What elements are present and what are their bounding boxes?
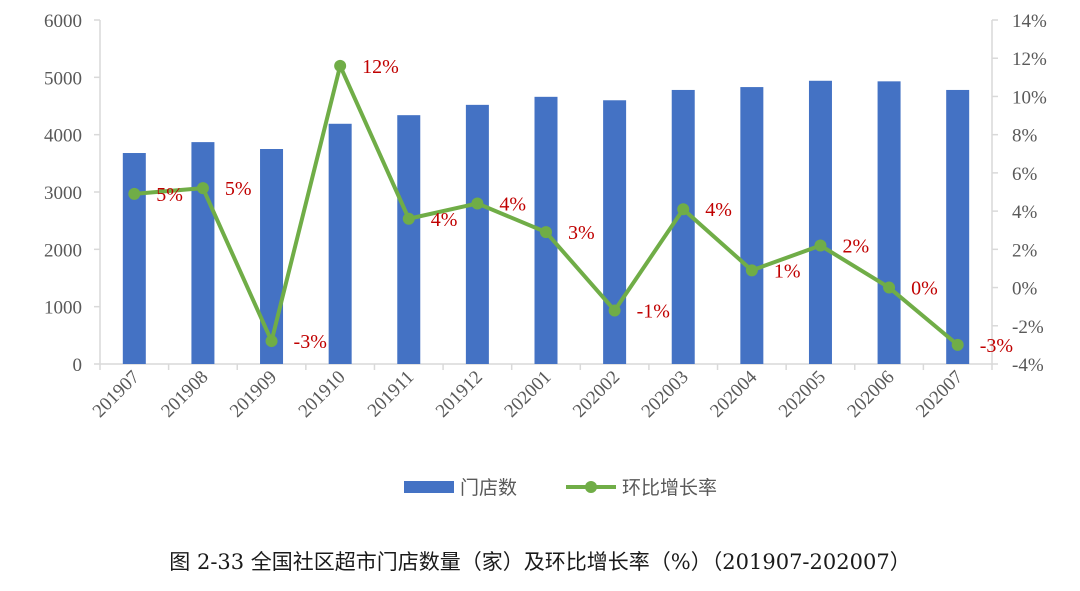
bar xyxy=(603,100,627,365)
bar xyxy=(877,81,901,364)
y-tick-label-left: 2000 xyxy=(44,240,82,261)
line-point xyxy=(471,197,484,210)
y-tick-label-right: 4% xyxy=(1012,202,1038,223)
x-tick-label: 201909 xyxy=(226,367,281,422)
bar xyxy=(465,104,489,364)
x-tick-label: 202004 xyxy=(706,366,762,422)
data-label: 4% xyxy=(705,199,732,221)
y-tick-label-right: 14% xyxy=(1012,11,1047,32)
line-point xyxy=(334,59,347,72)
data-label: -3% xyxy=(980,335,1013,357)
x-tick-label: 202002 xyxy=(569,367,624,422)
data-label: 4% xyxy=(431,209,458,231)
line-point xyxy=(677,203,690,216)
y-tick-label-right: 0% xyxy=(1012,279,1038,300)
data-labels: 5% 5% -3% 12% 4% 4% 3% -1% 4% 1% 2% 0% -3% xyxy=(156,56,1013,357)
data-label: 3% xyxy=(568,222,595,244)
data-label: -1% xyxy=(637,300,670,322)
x-tick-label: 202003 xyxy=(638,367,693,422)
line-point xyxy=(608,304,621,317)
y-tick-label-right: 2% xyxy=(1012,240,1038,261)
x-tick-label: 201911 xyxy=(364,367,419,422)
bar xyxy=(191,142,215,364)
data-label: 5% xyxy=(225,178,252,200)
x-tick-label: 202005 xyxy=(775,367,830,422)
x-tick-label: 202007 xyxy=(912,367,967,422)
legend-label-line: 环比增长率 xyxy=(622,477,717,499)
line-series xyxy=(128,59,964,351)
bar xyxy=(946,89,970,365)
data-label: 1% xyxy=(774,260,801,282)
y-tick-label-left: 3000 xyxy=(44,183,82,204)
y-tick-label-right: 10% xyxy=(1012,87,1047,108)
y-tick-label-left: 0 xyxy=(73,355,83,376)
y-tick-label-right: -2% xyxy=(1012,317,1044,338)
line-point xyxy=(128,187,141,200)
y-tick-label-right: 6% xyxy=(1012,164,1038,185)
y-tick-label-left: 1000 xyxy=(44,298,82,319)
line-point xyxy=(814,239,827,252)
line-point xyxy=(540,226,552,239)
data-label: 0% xyxy=(911,278,938,300)
bar xyxy=(808,80,832,365)
data-label: 4% xyxy=(499,193,526,215)
bar xyxy=(122,153,146,364)
x-tick-label: 202001 xyxy=(500,367,555,422)
bar xyxy=(328,123,352,364)
data-label: 5% xyxy=(156,184,183,206)
legend-swatch-marker xyxy=(585,481,597,493)
bar xyxy=(671,89,695,365)
data-label: 2% xyxy=(842,236,869,258)
y-tick-label-right: 12% xyxy=(1012,49,1047,70)
line-point xyxy=(265,335,278,348)
bar xyxy=(260,149,284,364)
y-tick-label-left: 4000 xyxy=(44,126,82,147)
chart-title: 图 2-33 全国社区超市门店数量（家）及环比增长率（%）（201907-202… xyxy=(169,550,911,574)
line-point xyxy=(883,281,896,294)
legend: 门店数 环比增长率 xyxy=(404,477,717,499)
bar xyxy=(397,115,421,364)
x-tick-label: 201907 xyxy=(89,367,144,422)
line-point xyxy=(196,182,209,195)
data-label: -3% xyxy=(294,331,327,353)
line-point xyxy=(745,264,758,277)
x-tick-label: 201910 xyxy=(295,367,350,422)
legend-swatch-bar xyxy=(404,481,454,493)
bar-series xyxy=(122,80,970,365)
y-tick-label-left: 6000 xyxy=(44,11,82,32)
line-point xyxy=(951,338,964,351)
x-tick-label: 201912 xyxy=(432,367,487,422)
y-tick-label-left: 5000 xyxy=(44,68,82,89)
bar xyxy=(740,87,764,364)
legend-label-bar: 门店数 xyxy=(460,477,517,499)
line-point xyxy=(402,212,415,225)
y-tick-label-right: 8% xyxy=(1012,126,1038,147)
x-tick-label: 201908 xyxy=(157,367,212,422)
x-tick-label: 202006 xyxy=(843,367,898,422)
y-tick-label-right: -4% xyxy=(1012,355,1044,376)
data-label: 12% xyxy=(362,56,399,78)
